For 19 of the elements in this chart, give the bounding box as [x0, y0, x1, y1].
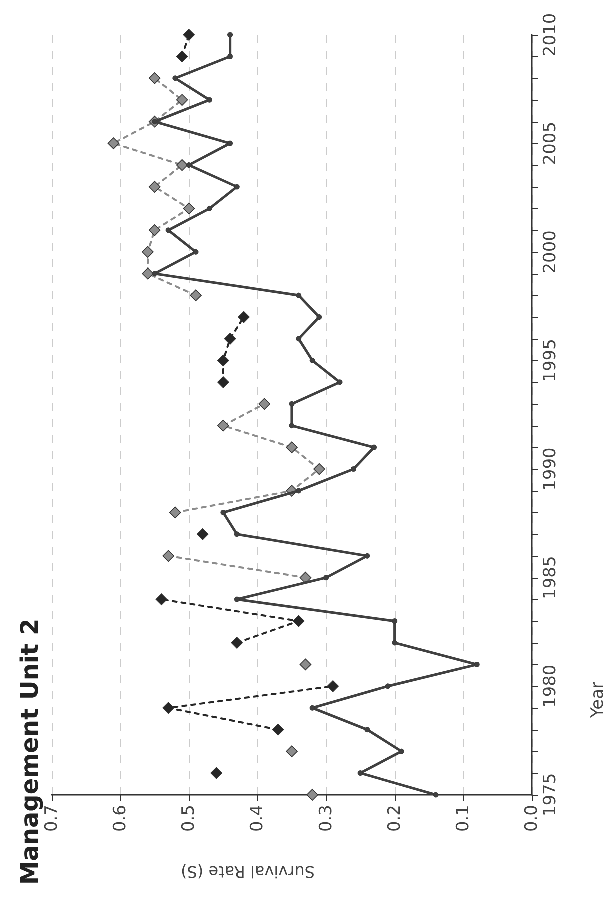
y-axis-title: Year [588, 682, 608, 719]
x-tick-label: 0.0 [522, 805, 542, 832]
x-tick-label: 0.6 [110, 805, 131, 832]
x-tick-label: 0.3 [316, 805, 336, 832]
x-tick-label: 0.2 [384, 805, 405, 832]
y-tick-label: 2005 [540, 122, 560, 166]
y-tick-label: 1975 [540, 773, 560, 817]
x-tick-label: 0.4 [248, 805, 268, 832]
y-tick-label: 1980 [540, 664, 560, 708]
text: Management Unit 2 [16, 618, 44, 886]
x-tick-label: 0.1 [453, 805, 474, 832]
y-tick-label: 1985 [540, 556, 560, 600]
y-tick-label: 2000 [540, 230, 560, 274]
y-tick-label: 1995 [540, 339, 560, 382]
x-tick-label: 0.7 [42, 805, 62, 832]
y-tick-label: 2010 [540, 13, 560, 57]
x-axis-title: Survival Rate (S) [180, 862, 316, 882]
x-tick-label: 0.5 [179, 805, 200, 832]
y-tick-label: 1990 [540, 448, 560, 491]
